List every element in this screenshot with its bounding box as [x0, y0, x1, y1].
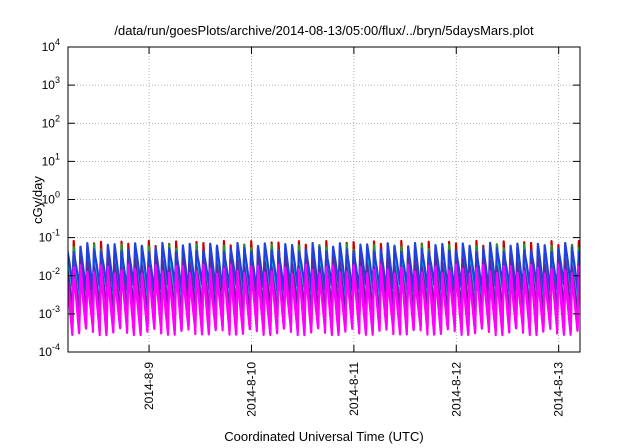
x-axis-label: Coordinated Universal Time (UTC): [224, 429, 423, 444]
y-axis: 10-4 10-3 10-2 10-1 100 101 102 103 104: [39, 37, 580, 359]
x-tick-label: 2014-8-13: [552, 362, 566, 417]
chart-title: /data/run/goesPlots/archive/2014-08-13/0…: [114, 23, 534, 38]
y-tick-label: 100: [42, 190, 60, 207]
y-tick-label: 103: [42, 75, 60, 92]
y-tick-label: 10-1: [39, 228, 60, 245]
y-axis-label: cGy/day: [30, 176, 45, 224]
y-tick-label: 10-2: [39, 266, 60, 283]
y-tick-label: 102: [42, 113, 60, 130]
series-group: [68, 239, 580, 337]
x-tick-label: 2014-8-9: [142, 362, 156, 410]
y-tick-label: 104: [42, 37, 60, 54]
x-tick-label: 2014-8-10: [244, 362, 258, 417]
series-line: [68, 270, 580, 337]
x-axis: 2014-8-9 2014-8-10 2014-8-11 2014-8-12 2014-…: [142, 47, 566, 417]
y-tick-label: 101: [42, 151, 60, 168]
x-tick-label: 2014-8-12: [449, 362, 463, 417]
y-tick-label: 10-3: [39, 304, 60, 321]
y-tick-label: 10-4: [39, 342, 60, 359]
x-tick-label: 2014-8-11: [347, 362, 361, 416]
